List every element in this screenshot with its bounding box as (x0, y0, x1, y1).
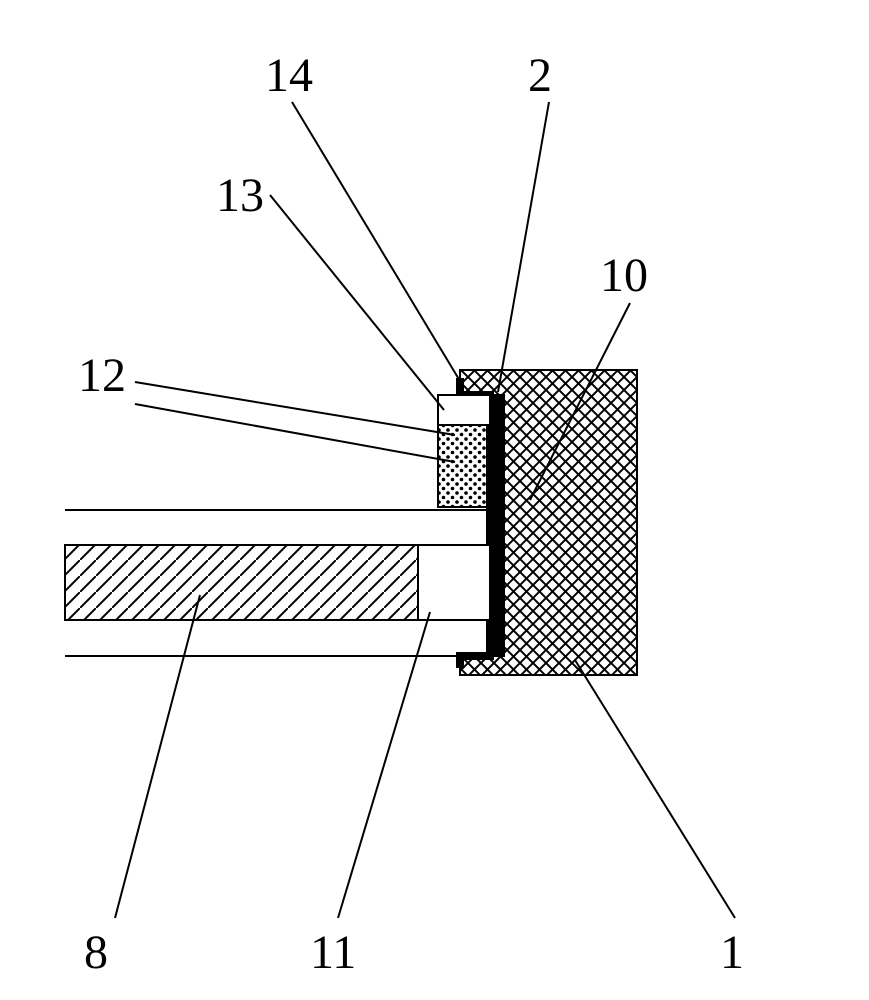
label-12: 12 (78, 348, 126, 403)
shaft-body (65, 545, 460, 620)
technical-drawing (0, 0, 869, 1000)
label-14: 14 (265, 48, 313, 103)
label-11: 11 (310, 925, 356, 980)
dotted-fill-block (438, 425, 490, 507)
label-1: 1 (720, 925, 744, 980)
label-10: 10 (600, 248, 648, 303)
label-2: 2 (528, 48, 552, 103)
label-13: 13 (216, 168, 264, 223)
diagram-container: 14 2 13 10 12 8 11 1 (0, 0, 869, 1000)
label-8: 8 (84, 925, 108, 980)
lower-open-rect (418, 545, 490, 620)
